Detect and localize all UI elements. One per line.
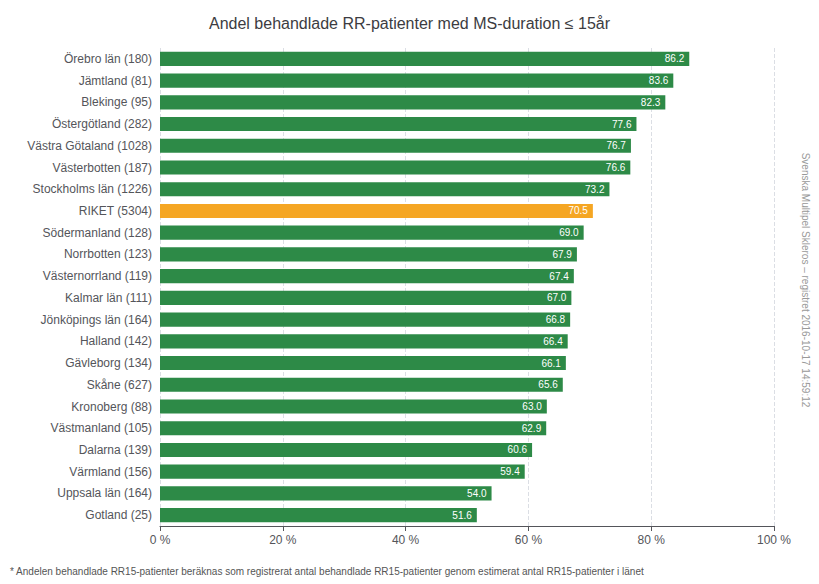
svg-text:Södermanland (128): Södermanland (128) bbox=[43, 226, 152, 240]
svg-text:63.0: 63.0 bbox=[522, 401, 542, 412]
svg-text:Värmland (156): Värmland (156) bbox=[69, 465, 152, 479]
svg-text:67.0: 67.0 bbox=[547, 292, 567, 303]
svg-text:59.4: 59.4 bbox=[500, 466, 520, 477]
svg-text:66.1: 66.1 bbox=[541, 358, 561, 369]
svg-text:67.4: 67.4 bbox=[549, 271, 569, 282]
svg-text:Andel behandlade RR-patienter: Andel behandlade RR-patienter med MS-dur… bbox=[209, 15, 611, 32]
svg-text:Dalarna (139): Dalarna (139) bbox=[79, 443, 152, 457]
svg-text:54.0: 54.0 bbox=[467, 488, 487, 499]
svg-text:65.6: 65.6 bbox=[538, 379, 558, 390]
svg-text:Västmanland (105): Västmanland (105) bbox=[51, 421, 152, 435]
svg-text:86.2: 86.2 bbox=[665, 53, 685, 64]
svg-text:82.3: 82.3 bbox=[641, 97, 661, 108]
svg-text:Gävleborg (134): Gävleborg (134) bbox=[65, 356, 152, 370]
svg-text:Uppsala län (164): Uppsala län (164) bbox=[57, 486, 152, 500]
svg-text:Östergötland (282): Östergötland (282) bbox=[52, 117, 152, 131]
svg-text:Västernorrland (119): Västernorrland (119) bbox=[43, 269, 152, 283]
svg-text:Gotland (25): Gotland (25) bbox=[85, 508, 152, 522]
svg-text:Jämtland (81): Jämtland (81) bbox=[79, 74, 152, 88]
svg-text:Örebro län (180): Örebro län (180) bbox=[64, 52, 152, 66]
svg-text:83.6: 83.6 bbox=[649, 75, 669, 86]
svg-text:20 %: 20 % bbox=[269, 533, 297, 547]
svg-text:66.8: 66.8 bbox=[546, 314, 566, 325]
svg-text:66.4: 66.4 bbox=[543, 336, 563, 347]
svg-text:69.0: 69.0 bbox=[559, 227, 579, 238]
svg-text:70.5: 70.5 bbox=[568, 205, 588, 216]
svg-text:60 %: 60 % bbox=[515, 533, 543, 547]
svg-text:* Andelen behandlade RR15-pati: * Andelen behandlade RR15-patienter berä… bbox=[10, 566, 644, 577]
svg-text:Norrbotten (123): Norrbotten (123) bbox=[64, 247, 152, 261]
svg-text:Stockholms län (1226): Stockholms län (1226) bbox=[33, 182, 152, 196]
svg-text:40 %: 40 % bbox=[392, 533, 420, 547]
svg-text:RIKET (5304): RIKET (5304) bbox=[79, 204, 152, 218]
svg-text:Kalmar län (111): Kalmar län (111) bbox=[65, 291, 152, 305]
svg-text:Kronoberg (88): Kronoberg (88) bbox=[71, 400, 152, 414]
svg-text:Västerbotten (187): Västerbotten (187) bbox=[53, 161, 152, 175]
svg-text:73.2: 73.2 bbox=[585, 184, 605, 195]
svg-text:60.6: 60.6 bbox=[508, 444, 528, 455]
svg-text:Svenska Multipel Skleros – reg: Svenska Multipel Skleros – registret 201… bbox=[800, 153, 811, 408]
svg-text:Blekinge (95): Blekinge (95) bbox=[81, 95, 152, 109]
svg-text:76.7: 76.7 bbox=[606, 140, 626, 151]
svg-text:0 %: 0 % bbox=[150, 533, 171, 547]
svg-text:67.9: 67.9 bbox=[552, 249, 572, 260]
svg-text:80 %: 80 % bbox=[638, 533, 666, 547]
svg-text:Halland (142): Halland (142) bbox=[80, 334, 152, 348]
svg-text:62.9: 62.9 bbox=[522, 423, 542, 434]
svg-text:76.6: 76.6 bbox=[606, 162, 626, 173]
svg-text:51.6: 51.6 bbox=[452, 510, 472, 521]
svg-text:Västra Götaland (1028): Västra Götaland (1028) bbox=[27, 139, 152, 153]
svg-text:100 %: 100 % bbox=[757, 533, 791, 547]
svg-text:Skåne (627): Skåne (627) bbox=[87, 378, 152, 392]
svg-text:77.6: 77.6 bbox=[612, 119, 632, 130]
svg-text:Jönköpings län (164): Jönköpings län (164) bbox=[41, 313, 152, 327]
